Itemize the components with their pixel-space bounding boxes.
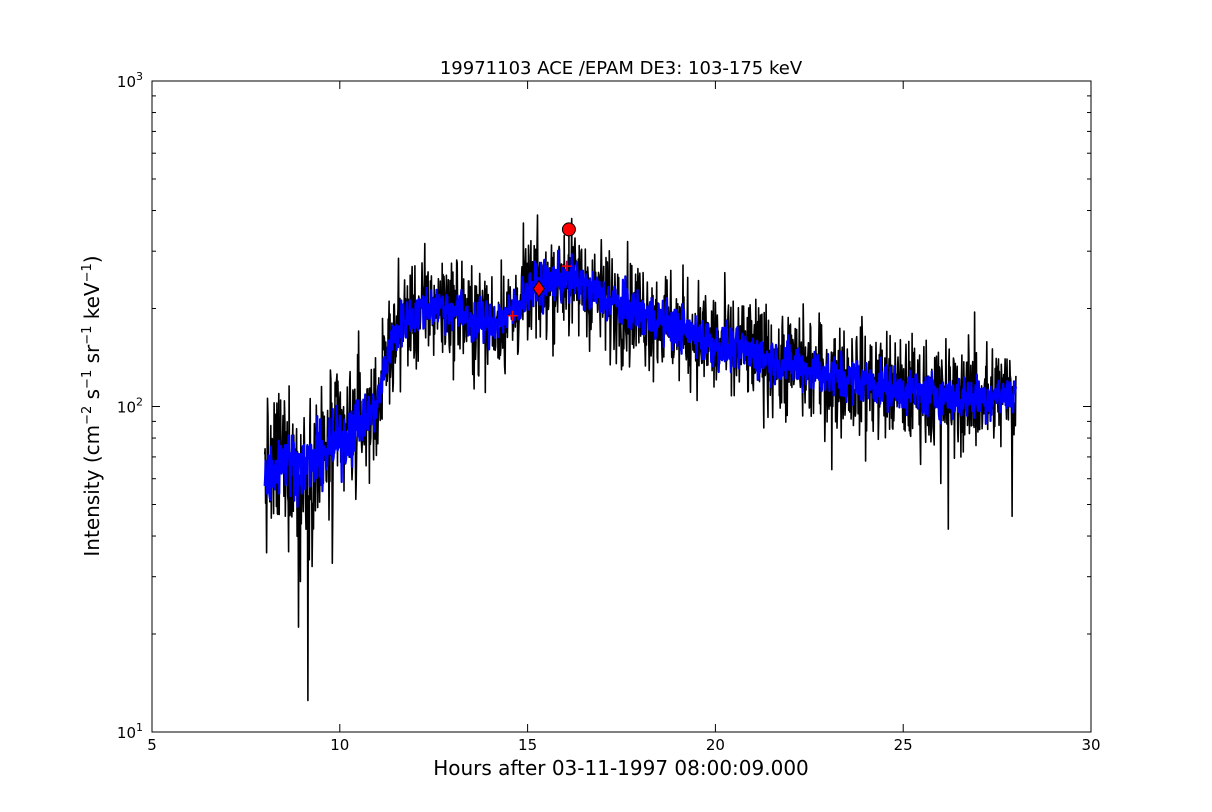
y-label-base: Intensity (cm [80, 425, 104, 557]
marker-diamond-1 [532, 279, 545, 298]
marker-plus-2 [507, 310, 518, 321]
y-label-sup1: −2 [80, 406, 95, 425]
x-axis-label: Hours after 03-11-1997 08:00:09.000 [433, 756, 809, 780]
y-label-sup4: −1 [80, 263, 95, 282]
x-tick-label-10: 10 [330, 736, 349, 754]
x-tick-label-20: 20 [706, 736, 725, 754]
chart-title: 19971103 ACE /EPAM DE3: 103-175 keV [440, 58, 803, 79]
y-label-mid1: s [80, 389, 104, 406]
y-tick-label-100: 102 [117, 396, 143, 417]
x-tick-label-25: 25 [894, 736, 913, 754]
y-label-sup3: −1 [80, 326, 95, 345]
y-label-sup2: −1 [80, 370, 95, 389]
marker-layer [507, 222, 576, 321]
y-label-end: ) [80, 255, 104, 263]
y-tick-label-10: 101 [117, 721, 143, 742]
y-tick-label-1000: 103 [117, 70, 143, 91]
series-layer [263, 214, 1017, 702]
marker-circle-0 [561, 222, 576, 237]
x-tick-label-5: 5 [147, 736, 157, 754]
series-smoothed-line [263, 249, 1017, 508]
y-label-mid3: keV [80, 282, 104, 326]
y-axis-label: Intensity (cm−2 s−1 sr−1 keV−1) [80, 255, 104, 556]
x-tick-label-15: 15 [518, 736, 537, 754]
x-tick-label-30: 30 [1081, 736, 1100, 754]
y-label-mid2: sr [80, 344, 104, 370]
tick-layer: 5 10 15 20 25 30 101 102 103 [117, 70, 1101, 754]
marker-plus-3 [562, 261, 573, 272]
